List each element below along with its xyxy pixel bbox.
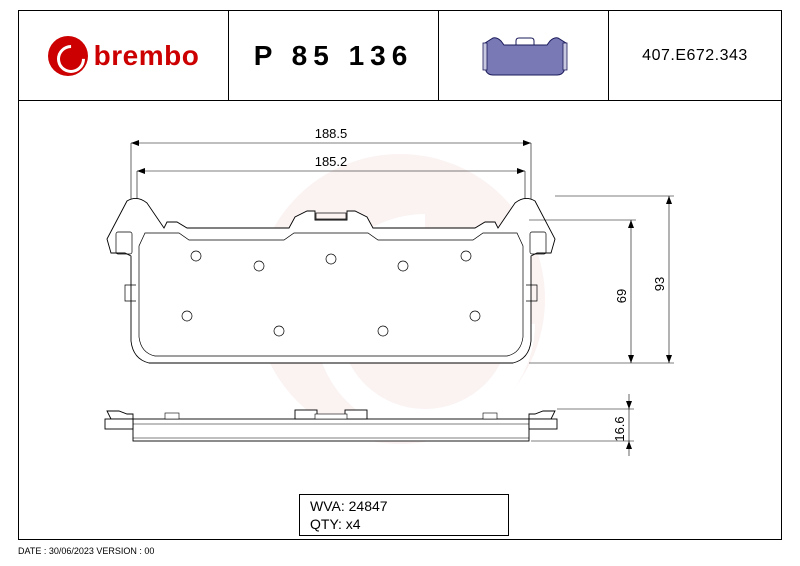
footer-box: WVA: 24847 QTY: x4 <box>299 494 509 536</box>
front-view <box>107 198 555 363</box>
wva-label: WVA: <box>310 498 345 514</box>
part-number: P 85 136 <box>254 40 414 72</box>
drawing-area: 188.5 185.2 <box>19 101 781 541</box>
dim-height-overall: 93 <box>555 196 674 363</box>
dim-width-pad-value: 185.2 <box>315 154 348 169</box>
wva-line: WVA: 24847 <box>310 497 498 515</box>
logo-text: brembo <box>94 40 200 72</box>
code-cell: 407.E672.343 <box>609 11 781 100</box>
product-image-cell <box>439 11 609 100</box>
brake-pad-icon <box>479 35 569 77</box>
technical-drawing: 188.5 185.2 <box>19 101 783 541</box>
qty-label: QTY: <box>310 516 342 532</box>
drawing-code: 407.E672.343 <box>642 47 748 65</box>
dim-width-pad: 185.2 <box>137 154 525 216</box>
drawing-frame: brembo P 85 136 407.E672.343 <box>18 10 782 540</box>
qty-value: x4 <box>346 516 361 532</box>
part-number-cell: P 85 136 <box>229 11 439 100</box>
dim-width-overall-value: 188.5 <box>315 126 348 141</box>
header-row: brembo P 85 136 407.E672.343 <box>19 11 781 101</box>
dim-height-pad-value: 69 <box>614 289 629 303</box>
date-version-line: DATE : 30/06/2023 VERSION : 00 <box>18 546 154 556</box>
logo-mark-icon <box>48 36 88 76</box>
wva-value: 24847 <box>349 498 388 514</box>
dim-height-overall-value: 93 <box>652 277 667 291</box>
brembo-logo: brembo <box>48 36 200 76</box>
top-view <box>105 410 557 441</box>
logo-cell: brembo <box>19 11 229 100</box>
qty-line: QTY: x4 <box>310 515 498 533</box>
dim-thickness-value: 16.6 <box>612 416 627 441</box>
